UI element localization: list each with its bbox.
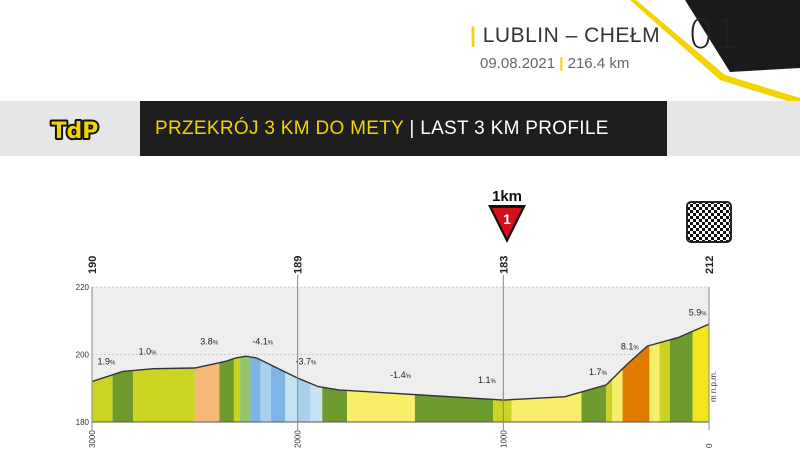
stage-details: 09.08.2021 | 216.4 km	[480, 55, 629, 72]
x-axis-tick-label: 1000	[499, 430, 508, 448]
distance-guide-lines	[91, 275, 710, 430]
tdp-logo: TdP	[50, 117, 101, 145]
gradient-label: -3.7%	[295, 357, 317, 367]
x-axis-ticks: 3000 2000 1000 0	[88, 430, 714, 448]
gradient-label: 1.0%	[139, 347, 158, 357]
profile-segment	[692, 324, 709, 422]
banner-title-en: LAST 3 KM PROFILE	[420, 118, 609, 139]
profile-segment	[606, 378, 613, 422]
tdp-logo-text: TdP	[52, 119, 99, 144]
profile-segment	[250, 356, 261, 422]
one-km-triangle-icon	[492, 208, 522, 238]
stage-route-text: LUBLIN – CHEŁM	[482, 24, 661, 47]
profile-segment	[493, 399, 512, 422]
x-axis-tick-label: 0	[705, 443, 714, 448]
gradient-labels: 1.9% 1.0% 3.8% -4.1% -3.7% -1.4% 1.1% 1.7% 8.1% 5…	[97, 308, 707, 386]
banner-title-background	[140, 101, 667, 156]
grid-lines	[92, 286, 709, 355]
profile-segment	[92, 374, 113, 422]
profile-segment	[511, 392, 582, 422]
altitude-label: 190	[87, 256, 99, 274]
corner-black-shape	[685, 0, 800, 72]
finish-flag-icon	[686, 201, 732, 243]
finish-checkered-flag	[686, 201, 732, 243]
profile-segment	[649, 342, 660, 422]
profile-segment	[414, 394, 494, 422]
gradient-label: 1.9%	[97, 357, 116, 367]
profile-segment	[612, 368, 623, 422]
x-axis-tick-label: 2000	[294, 430, 303, 448]
profile-segment	[112, 370, 134, 422]
profile-segment	[322, 387, 347, 422]
profile-segment	[219, 358, 234, 422]
date-separator: |	[559, 55, 564, 72]
profile-segments	[92, 324, 709, 422]
profile-chart: 1.9% 1.0% 3.8% -4.1% -3.7% -1.4% 1.1% 1.7% 8.1% 5…	[76, 188, 732, 448]
x-axis-tick-label: 3000	[88, 430, 97, 448]
profile-segment	[260, 359, 271, 422]
banner-separator: |	[409, 118, 415, 139]
stage-route: | LUBLIN – CHEŁM	[470, 24, 660, 48]
profile-segment	[270, 365, 286, 422]
profile-segment	[285, 372, 298, 422]
profile-segment	[194, 362, 220, 422]
y-axis-tick-label: 200	[76, 351, 90, 360]
profile-segment	[133, 368, 195, 422]
banner-title-pl: PRZEKRÓJ 3 KM DO METY	[155, 118, 404, 139]
accent-bar: |	[470, 24, 483, 47]
y-axis-ticks: 220 200 180	[76, 283, 90, 427]
profile-outline	[91, 323, 710, 401]
profile-segment	[310, 383, 323, 422]
y-axis-tick-label: 180	[76, 418, 90, 427]
gradient-label: -4.1%	[252, 336, 274, 346]
gradient-label: 8.1%	[621, 341, 640, 351]
stage-number: 01	[688, 12, 739, 58]
profile-segment	[233, 357, 241, 422]
stage-date: 09.08.2021	[480, 55, 556, 72]
profile-segment	[347, 390, 415, 422]
one-km-marker-number: 1	[503, 211, 511, 227]
one-km-marker-label: 1km	[492, 188, 522, 205]
gradient-label: 3.8%	[200, 336, 219, 346]
profile-segment	[659, 339, 670, 422]
y-unit-label: m n.p.m.	[709, 371, 718, 402]
altitude-label: 189	[293, 256, 305, 274]
stage-distance: 216.4 km	[567, 55, 630, 72]
gradient-label: 5.9%	[689, 308, 708, 318]
profile-segment	[297, 378, 310, 422]
profile-segment	[669, 331, 693, 422]
banner-title: PRZEKRÓJ 3 KM DO METY | LAST 3 KM PROFIL…	[155, 118, 609, 140]
y-axis-tick-label: 220	[76, 283, 90, 292]
gradient-label: 1.1%	[478, 375, 497, 385]
altitude-label: 212	[704, 256, 716, 274]
gradient-label: 1.7%	[589, 367, 608, 377]
corner-decoration	[630, 0, 800, 105]
profile-segment	[622, 345, 650, 422]
altitude-label: 183	[498, 256, 510, 274]
one-km-marker: 1km 1	[488, 188, 526, 243]
profile-segment	[581, 384, 607, 422]
profile-segment	[240, 356, 251, 422]
altitude-labels: 190 189 183 212	[87, 256, 716, 274]
gradient-label: -1.4%	[390, 370, 412, 380]
